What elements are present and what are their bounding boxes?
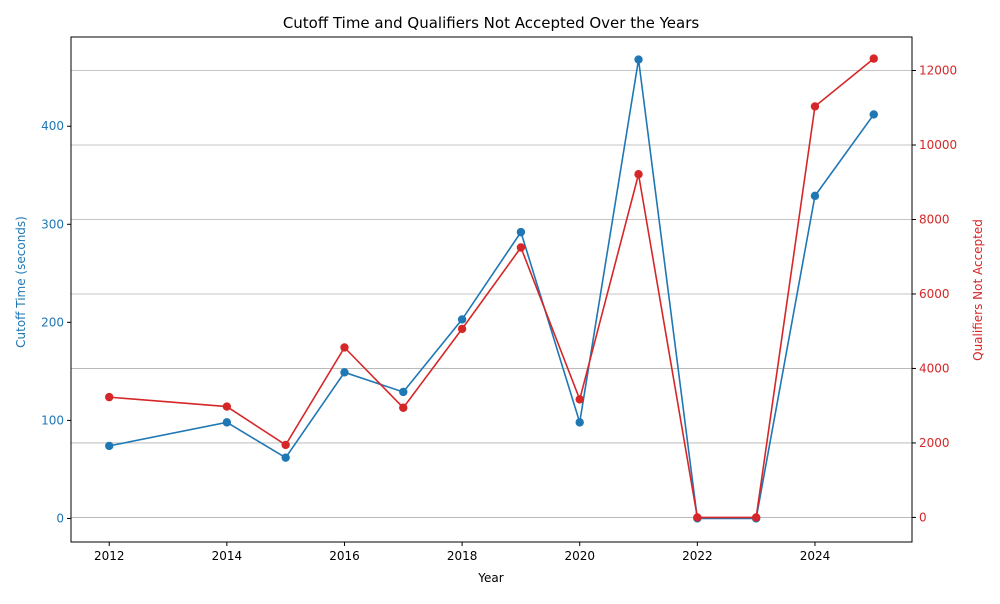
y-right-tick-label: 12000 bbox=[919, 64, 957, 78]
cutoff-time-point bbox=[457, 315, 467, 324]
qualifiers-not-accepted-point bbox=[810, 102, 820, 111]
y-left-tick-label: 0 bbox=[56, 511, 64, 525]
cutoff-time-point bbox=[575, 418, 584, 427]
cutoff-time-point bbox=[516, 227, 526, 237]
cutoff-time-point bbox=[105, 441, 114, 451]
x-tick-label: 2022 bbox=[682, 549, 713, 563]
chart-title: Cutoff Time and Qualifiers Not Accepted … bbox=[283, 14, 700, 32]
cutoff-time-point bbox=[810, 191, 820, 201]
qualifiers-not-accepted-point bbox=[399, 403, 408, 412]
x-tick-label: 2014 bbox=[212, 549, 243, 563]
qualifiers-not-accepted-point bbox=[105, 392, 114, 402]
x-tick-label: 2012 bbox=[94, 549, 125, 563]
y-left-tick-label: 300 bbox=[41, 217, 64, 231]
plot-frame bbox=[70, 36, 913, 543]
cutoff-time-point bbox=[281, 453, 290, 462]
x-tick-label: 2024 bbox=[800, 549, 831, 563]
y-left-tick-label: 400 bbox=[41, 119, 64, 133]
y-right-tick-label: 0 bbox=[919, 510, 927, 524]
axes: 2012 2014 2016 2018 2020 2022 2024 0 100 200 300 40… bbox=[41, 36, 957, 563]
qualifiers-not-accepted-point bbox=[222, 402, 232, 411]
y-axis-right-title: Qualifiers Not Accepted bbox=[971, 219, 985, 361]
y-right-tick-label: 2000 bbox=[919, 436, 950, 450]
qualifiers-not-accepted-point bbox=[693, 513, 702, 522]
cutoff-time-point bbox=[340, 368, 349, 377]
cutoff-time-point bbox=[399, 387, 408, 397]
y-right-tick-label: 6000 bbox=[919, 287, 950, 301]
y-axis-left-title: Cutoff Time (seconds) bbox=[14, 216, 28, 348]
qualifiers-not-accepted-point bbox=[634, 170, 643, 179]
y-right-tick-label: 10000 bbox=[919, 138, 957, 152]
qualifiers-not-accepted-point bbox=[516, 243, 526, 252]
qualifiers-not-accepted-point bbox=[575, 395, 584, 404]
y-left-tick-label: 200 bbox=[41, 315, 64, 329]
gridlines bbox=[71, 70, 912, 518]
cutoff-time-point bbox=[222, 418, 232, 427]
qualifiers-not-accepted-point bbox=[751, 513, 761, 522]
cutoff-time-point bbox=[869, 110, 878, 119]
qualifiers-not-accepted-line bbox=[109, 57, 875, 519]
y-left-tick-label: 100 bbox=[41, 413, 64, 427]
x-tick-label: 2018 bbox=[447, 549, 478, 563]
y-right-tick-label: 8000 bbox=[919, 212, 950, 226]
y-right-tick-label: 4000 bbox=[919, 361, 950, 375]
x-axis-title: Year bbox=[477, 571, 503, 585]
cutoff-time-point bbox=[634, 55, 643, 64]
x-tick-label: 2020 bbox=[564, 549, 595, 563]
x-tick-label: 2016 bbox=[329, 549, 360, 563]
qualifiers-not-accepted-point bbox=[457, 324, 467, 334]
qualifiers-not-accepted-point bbox=[281, 440, 290, 450]
series-layer bbox=[105, 54, 878, 523]
qualifiers-not-accepted-point bbox=[869, 54, 878, 63]
qualifiers-not-accepted-point bbox=[340, 343, 349, 352]
